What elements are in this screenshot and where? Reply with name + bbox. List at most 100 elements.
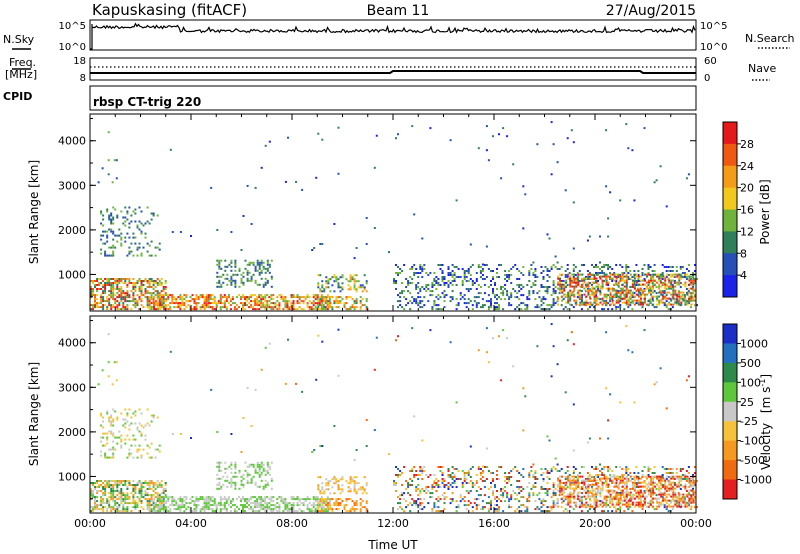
scatter-cell xyxy=(502,492,505,495)
scatter-cell xyxy=(232,279,235,282)
scatter-cell xyxy=(244,469,247,472)
scatter-cell xyxy=(559,475,562,478)
scatter-cell xyxy=(203,296,206,299)
scatter-cell xyxy=(230,269,233,272)
scatter-cell xyxy=(487,268,490,270)
scatter-cell xyxy=(419,272,422,274)
scatter-cell xyxy=(666,283,669,286)
scatter-cell xyxy=(227,302,230,305)
scatter-cell xyxy=(331,508,334,511)
scatter-cell xyxy=(244,267,247,270)
scatter-cell xyxy=(161,296,164,299)
scatter-cell xyxy=(669,468,672,470)
scatter-cell xyxy=(223,302,226,305)
scatter-cell xyxy=(120,490,123,492)
scatter-cell xyxy=(441,466,444,468)
scatter-cell xyxy=(256,510,259,513)
scatter-cell xyxy=(218,483,221,486)
scatter-cell xyxy=(220,487,223,490)
scatter-cell xyxy=(162,500,165,503)
scatter-cell xyxy=(492,276,494,278)
scatter-cell xyxy=(546,292,549,295)
scatter-cell xyxy=(343,506,346,509)
scatter-cell xyxy=(588,296,591,299)
scatter-cell xyxy=(329,506,332,509)
scatter-cell xyxy=(629,297,632,300)
scatter-cell xyxy=(272,510,275,513)
scatter-cell xyxy=(540,488,543,490)
scatter-cell xyxy=(321,138,324,141)
scatter-cell xyxy=(142,448,145,451)
scatter-cell xyxy=(98,306,101,309)
scatter-cell xyxy=(530,470,533,472)
scatter-cell xyxy=(316,504,319,507)
scatter-cell xyxy=(116,482,119,484)
scatter-cell xyxy=(494,498,496,501)
scatter-cell xyxy=(674,273,677,276)
scatter-cell xyxy=(333,290,336,293)
scatter-cell xyxy=(150,280,153,282)
nsearch-label: N.Search xyxy=(745,32,795,45)
scatter-cell xyxy=(639,279,642,282)
scatter-cell xyxy=(361,298,364,301)
scatter-cell xyxy=(559,273,562,276)
scatter-cell xyxy=(230,279,233,282)
scatter-cell xyxy=(557,297,560,300)
scatter-cell xyxy=(652,273,655,276)
scatter-cell xyxy=(569,277,572,280)
scatter-cell xyxy=(546,506,549,509)
scatter-cell xyxy=(672,297,675,300)
scatter-cell xyxy=(492,278,494,280)
scatter-cell xyxy=(164,482,167,484)
scatter-cell xyxy=(102,416,105,419)
scatter-cell xyxy=(207,502,210,505)
scatter-cell xyxy=(585,289,588,292)
scatter-cell xyxy=(658,277,661,280)
scatter-cell xyxy=(651,500,654,503)
scatter-cell xyxy=(266,483,269,486)
scatter-cell xyxy=(411,484,414,486)
scatter-cell xyxy=(132,506,135,509)
scatter-cell xyxy=(132,438,135,441)
scatter-cell xyxy=(561,497,564,500)
scatter-cell xyxy=(120,502,123,505)
scatter-cell xyxy=(690,295,693,298)
scatter-cell xyxy=(607,287,610,290)
scatter-cell xyxy=(116,286,119,288)
scatter-cell xyxy=(518,500,521,503)
scatter-cell xyxy=(672,273,675,276)
scatter-cell xyxy=(542,488,545,490)
scatter-cell xyxy=(425,290,428,293)
scatter-cell xyxy=(425,272,428,274)
scatter-cell xyxy=(264,485,267,488)
scatter-cell xyxy=(110,432,113,435)
scatter-cell xyxy=(90,506,92,509)
scatter-cell xyxy=(134,304,137,307)
scatter-cell xyxy=(136,294,139,297)
scatter-cell xyxy=(136,456,139,459)
scatter-cell xyxy=(158,284,161,286)
scatter-cell xyxy=(679,488,682,490)
scatter-cell xyxy=(528,494,531,497)
scatter-cell xyxy=(421,266,424,268)
scatter-cell xyxy=(254,294,257,297)
scatter-cell xyxy=(195,304,198,307)
scatter-cell xyxy=(359,300,362,303)
scatter-cell xyxy=(373,227,376,229)
scatter-cell xyxy=(124,502,127,505)
scatter-cell xyxy=(593,266,595,268)
scatter-cell xyxy=(146,408,149,411)
scatter-cell xyxy=(319,498,322,501)
scatter-cell xyxy=(110,284,113,286)
scatter-cell xyxy=(678,273,681,276)
scatter-cell xyxy=(274,506,277,509)
scatter-cell xyxy=(567,503,570,506)
scatter-cell xyxy=(250,296,253,299)
scatter-cell xyxy=(609,298,612,301)
scatter-cell xyxy=(316,498,319,501)
scatter-cell xyxy=(690,299,693,302)
scatter-cell xyxy=(122,484,125,486)
scatter-cell xyxy=(471,486,474,488)
scatter-cell xyxy=(613,289,616,292)
scatter-cell xyxy=(613,474,616,476)
